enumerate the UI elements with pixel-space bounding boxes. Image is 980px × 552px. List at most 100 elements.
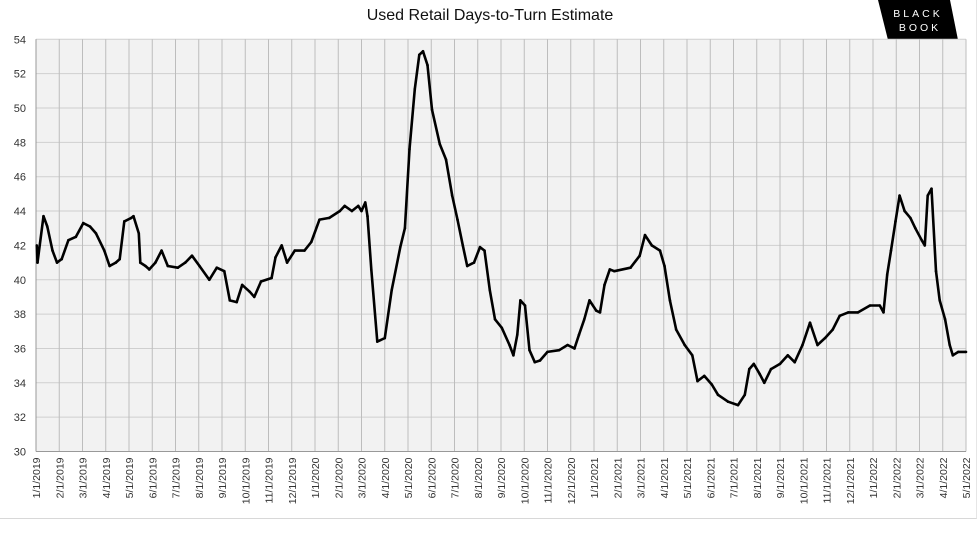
data-point [643,233,647,237]
data-point [515,333,519,337]
data-point [88,225,92,228]
data-point [137,232,141,235]
x-tick-label: 3/1/2019 [78,457,90,498]
x-tick-label: 9/1/2021 [775,457,787,498]
x-tick-label: 12/1/2021 [845,457,857,504]
chart-title: Used Retail Days-to-Turn Estimate [366,7,614,24]
data-point [538,359,542,362]
data-point [51,249,54,252]
data-point [403,226,407,230]
data-point [223,269,226,273]
data-point [138,261,142,264]
data-point [948,343,952,347]
data-point [129,216,133,220]
data-point [546,350,549,354]
data-point [702,374,706,378]
data-point [366,214,369,218]
x-tick-label: 10/1/2021 [798,457,810,504]
data-point [114,261,118,264]
x-tick-label: 4/1/2021 [659,457,671,498]
data-point [801,343,804,347]
data-point [343,204,346,208]
data-point [923,244,927,247]
data-point [60,257,64,261]
data-point [55,261,59,264]
x-tick-label: 7/1/2019 [171,457,183,498]
data-point [270,276,273,280]
data-point [523,304,527,307]
data-point [793,360,797,364]
x-tick-label: 1/1/2019 [31,457,43,498]
data-point [176,266,180,270]
data-point [882,311,885,314]
data-point [808,321,812,324]
data-point [190,254,194,258]
data-point [472,261,476,264]
data-point [147,268,151,271]
y-tick-label: 32 [14,412,26,424]
data-point [259,280,263,283]
x-tick-label: 5/1/2022 [961,457,973,498]
data-point [413,87,417,91]
data-point [758,372,762,376]
y-tick-label: 46 [14,172,26,184]
data-point [588,299,591,302]
data-point [557,348,561,352]
data-point [690,354,694,357]
y-tick-label: 38 [14,309,26,321]
data-point [363,201,367,204]
data-point [280,244,283,247]
data-point [856,311,860,314]
data-point [360,209,363,213]
data-point [160,249,163,252]
data-point [710,383,714,386]
data-point [444,158,448,161]
data-point [930,187,933,191]
data-point [81,221,85,225]
data-point [943,317,947,321]
data-point [663,264,666,268]
data-point [108,264,111,268]
x-tick-label: 6/1/2020 [426,457,438,498]
data-point [638,254,641,258]
data-point [914,226,917,230]
x-tick-label: 8/1/2021 [752,457,764,498]
data-point [285,261,289,264]
data-point [577,333,581,337]
x-tick-label: 12/1/2020 [566,457,578,504]
data-point [964,350,968,354]
data-point [752,362,756,366]
y-tick-label: 42 [14,240,26,252]
x-tick-label: 5/1/2021 [682,457,694,498]
data-point [868,304,872,307]
data-point [488,288,492,292]
x-tick-label: 1/1/2020 [310,457,322,498]
svg-text:BOOK: BOOK [899,22,941,34]
data-point [608,268,612,271]
data-point [408,147,411,151]
data-point [318,218,321,221]
data-point [252,295,256,299]
y-tick-label: 36 [14,343,26,355]
data-point [898,194,901,197]
data-point [118,257,121,261]
x-tick-label: 9/1/2019 [217,457,229,498]
x-tick-label: 2/1/2021 [612,457,624,498]
data-point [769,367,773,371]
y-tick-label: 50 [14,103,26,115]
data-point [629,266,632,270]
data-point [512,354,515,357]
data-point [909,216,912,220]
data-point [248,290,252,294]
data-point [493,317,497,321]
x-tick-label: 1/1/2022 [868,457,880,498]
x-tick-label: 3/1/2021 [636,457,648,498]
data-point [375,340,379,343]
x-tick-label: 11/1/2020 [543,457,555,503]
data-point [934,269,938,273]
data-point [533,360,537,364]
data-point [183,261,187,264]
data-point [816,343,819,347]
y-tick-label: 30 [14,447,26,459]
data-point [508,343,511,347]
